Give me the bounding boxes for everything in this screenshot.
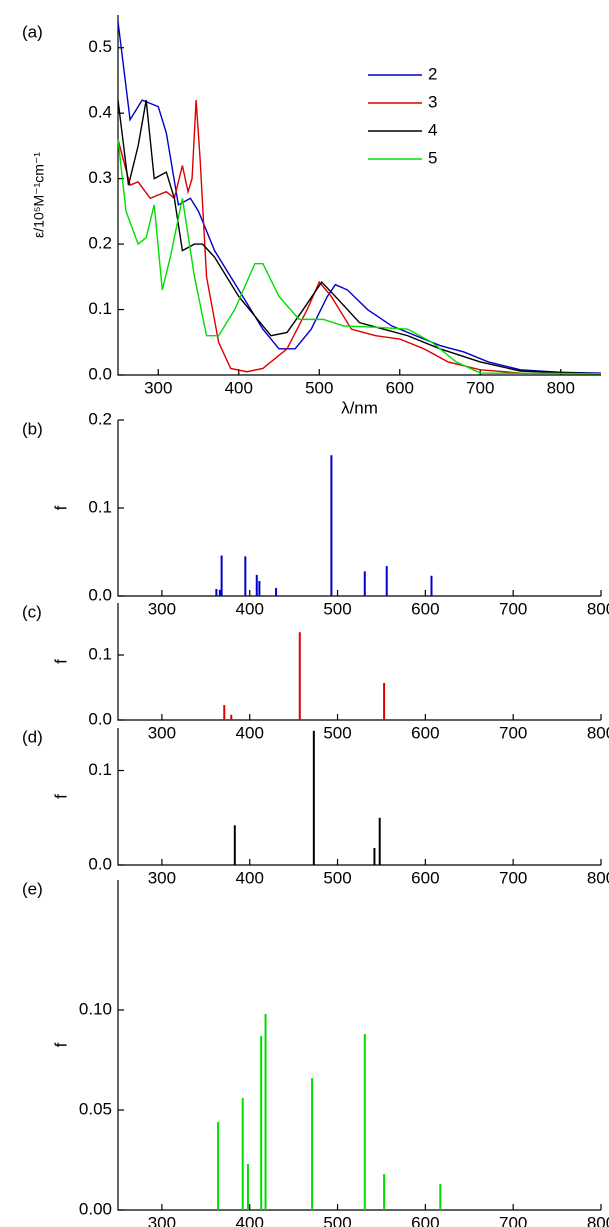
x-tick-label: 600 [411, 723, 439, 742]
axes [117, 603, 601, 721]
y-tick-label: 0.0 [88, 364, 112, 383]
x-tick-label: 600 [411, 1213, 439, 1227]
x-axis-label: λ/nm [341, 398, 378, 417]
x-tick-label: 800 [547, 378, 575, 397]
y-tick-label: 0.1 [88, 760, 112, 779]
x-tick-label: 500 [305, 378, 333, 397]
y-tick-label: 0.10 [79, 999, 112, 1018]
y-tick-label: 0.1 [88, 497, 112, 516]
y-tick-label: 0.0 [88, 709, 112, 728]
x-tick-label: 500 [323, 723, 351, 742]
y-tick-label: 0.2 [88, 409, 112, 428]
x-tick-label: 800 [587, 723, 609, 742]
y-tick-label: 0.2 [88, 234, 112, 253]
spectrum-line [117, 99, 602, 375]
x-tick-label: 500 [323, 599, 351, 618]
x-tick-label: 800 [587, 599, 609, 618]
panel-label: (c) [22, 602, 42, 621]
x-tick-label: 400 [236, 1213, 264, 1227]
x-tick-label: 300 [148, 723, 176, 742]
panel-label: (a) [22, 22, 43, 41]
y-tick-label: 0.5 [88, 37, 112, 56]
legend-label: 2 [428, 64, 437, 83]
x-tick-label: 700 [499, 1213, 527, 1227]
x-tick-label: 300 [148, 599, 176, 618]
y-tick-label: 0.1 [88, 644, 112, 663]
y-axis-label: f [51, 1042, 70, 1047]
y-tick-label: 0.3 [88, 168, 112, 187]
x-tick-label: 700 [499, 599, 527, 618]
spectrum-line [117, 139, 602, 375]
x-tick-label: 600 [411, 868, 439, 887]
x-tick-label: 500 [323, 868, 351, 887]
axes [117, 728, 601, 866]
x-tick-label: 400 [236, 868, 264, 887]
x-tick-label: 300 [144, 378, 172, 397]
x-tick-label: 700 [499, 723, 527, 742]
panel-label: (e) [22, 879, 43, 898]
y-axis-label: f [51, 505, 70, 510]
x-tick-label: 700 [466, 378, 494, 397]
axes [117, 420, 601, 597]
x-tick-label: 400 [236, 723, 264, 742]
spectrum-line [117, 21, 602, 374]
x-tick-label: 500 [323, 1213, 351, 1227]
x-tick-label: 800 [587, 1213, 609, 1227]
y-tick-label: 0.05 [79, 1099, 112, 1118]
y-tick-label: 0.00 [79, 1199, 112, 1218]
x-tick-label: 800 [587, 868, 609, 887]
panel-label: (d) [22, 727, 43, 746]
y-axis-label: f [51, 794, 70, 799]
x-tick-label: 600 [386, 378, 414, 397]
y-axis-label: f [51, 659, 70, 664]
legend-label: 5 [428, 148, 437, 167]
y-tick-label: 0.0 [88, 854, 112, 873]
x-tick-label: 400 [225, 378, 253, 397]
legend-label: 4 [428, 120, 437, 139]
spectrum-line [117, 100, 602, 375]
y-tick-label: 0.0 [88, 585, 112, 604]
axes [117, 15, 601, 376]
x-tick-label: 300 [148, 868, 176, 887]
panel-label: (b) [22, 419, 43, 438]
x-tick-label: 400 [236, 599, 264, 618]
y-tick-label: 0.4 [88, 103, 112, 122]
y-tick-label: 0.1 [88, 299, 112, 318]
axes [117, 880, 601, 1211]
x-tick-label: 600 [411, 599, 439, 618]
x-tick-label: 300 [148, 1213, 176, 1227]
x-tick-label: 700 [499, 868, 527, 887]
legend-label: 3 [428, 92, 437, 111]
y-axis-label: ε/10⁵M⁻¹cm⁻¹ [31, 152, 47, 238]
